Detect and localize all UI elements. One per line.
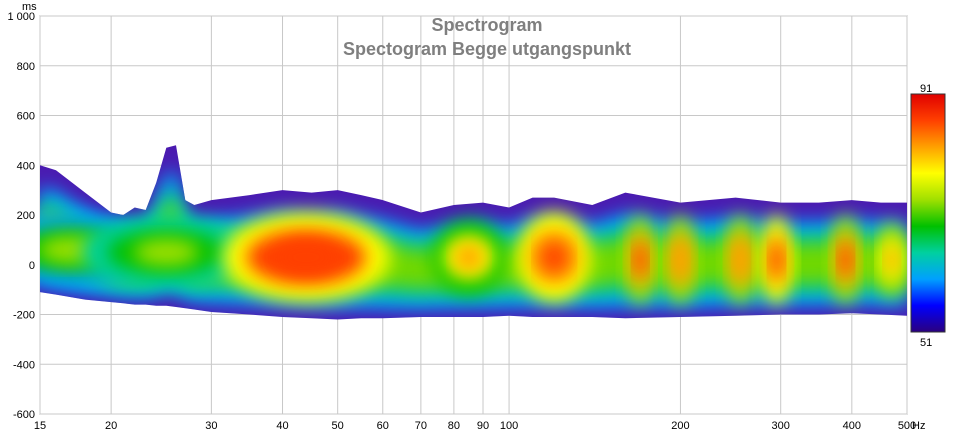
x-tick-label: 500 <box>898 420 916 432</box>
spectrogram-peak-core <box>839 243 852 276</box>
y-tick-label: 200 <box>17 210 35 222</box>
spectrogram-peak-core <box>674 243 687 276</box>
colorbar: 91 51 <box>910 83 946 349</box>
x-tick-label: 100 <box>500 420 518 432</box>
x-tick-label: 50 <box>332 420 344 432</box>
x-tick-label: 400 <box>843 420 861 432</box>
y-tick-label: 800 <box>17 61 35 73</box>
y-tick-label: 600 <box>17 111 35 123</box>
x-tick-label: 40 <box>276 420 288 432</box>
colorbar-scale <box>910 93 946 333</box>
x-unit-label: Hz <box>912 420 925 432</box>
y-tick-label: 400 <box>17 160 35 172</box>
chart-subtitle: Spectogram Begge utgangspunkt <box>343 39 631 59</box>
x-tick-label: 20 <box>105 420 117 432</box>
x-tick-label: 80 <box>448 420 460 432</box>
spectrogram-peak-core <box>454 243 484 271</box>
colorbar-max-label: 91 <box>920 83 932 95</box>
y-tick-label: -200 <box>13 310 35 322</box>
colorbar-min-label: 51 <box>920 337 932 349</box>
spectrogram-peak-core <box>734 243 747 276</box>
x-tick-label: 70 <box>415 420 427 432</box>
spectrogram-peak-core <box>885 246 898 274</box>
spectrogram-peak-core <box>273 241 340 274</box>
y-tick-label: 0 <box>29 260 35 272</box>
spectrogram-peaks <box>40 212 907 305</box>
spectrogram-peak-core <box>133 238 200 266</box>
y-tick-label: -600 <box>13 409 35 421</box>
y-unit-label: ms <box>22 1 37 13</box>
x-tick-label: 15 <box>34 420 46 432</box>
chart-title: Spectrogram <box>431 15 542 35</box>
y-tick-label: 1 000 <box>7 11 35 23</box>
x-tick-label: 90 <box>477 420 489 432</box>
x-tick-label: 300 <box>772 420 790 432</box>
x-tick-label: 60 <box>377 420 389 432</box>
spectrogram-peak-core <box>634 243 647 276</box>
x-tick-label: 200 <box>671 420 689 432</box>
y-tick-label: -400 <box>13 359 35 371</box>
spectrogram-peak-core <box>539 241 569 274</box>
x-tick-label: 30 <box>205 420 217 432</box>
y-tick-labels: 1 000 800 600 400 200 0 -200 -400 -600 <box>7 11 35 421</box>
spectrogram-peak-core <box>770 243 783 276</box>
x-tick-labels: 15 20 30 40 50 60 70 80 90 100 200 300 400 500 <box>34 420 916 432</box>
